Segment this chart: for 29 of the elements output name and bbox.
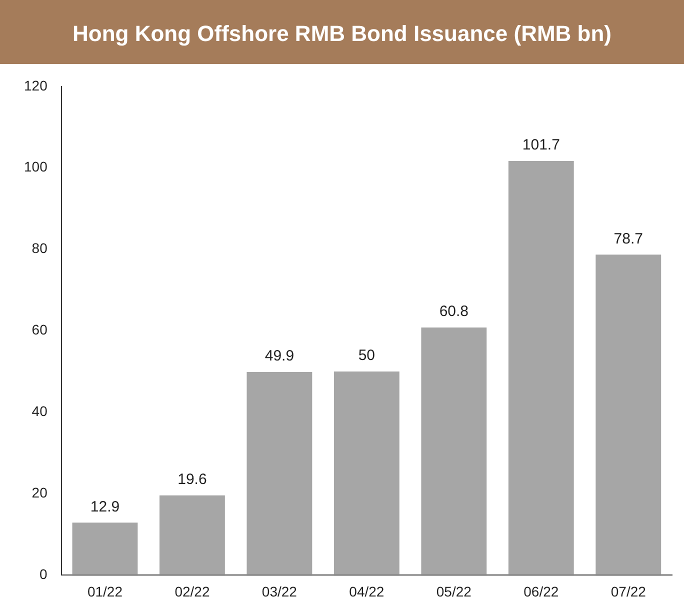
x-tick-label: 07/22 (610, 583, 646, 600)
bar (72, 522, 138, 575)
x-tick-label: 03/22 (262, 583, 298, 600)
data-label: 19.6 (178, 471, 207, 488)
data-label: 101.7 (522, 136, 560, 154)
bar (334, 372, 400, 575)
x-tick-label: 04/22 (349, 583, 384, 600)
bar (159, 495, 225, 575)
bar (421, 328, 487, 575)
y-tick-label: 80 (32, 240, 48, 256)
x-tick-label: 06/22 (524, 583, 559, 600)
x-tick-label: 01/22 (87, 583, 123, 600)
y-tick-label: 0 (40, 566, 48, 582)
x-tick-label: 05/22 (436, 583, 472, 600)
chart-title: Hong Kong Offshore RMB Bond Issuance (RMB bn) (0, 0, 684, 64)
x-tick-label: 02/22 (174, 583, 210, 600)
data-label: 49.9 (264, 348, 294, 365)
y-tick-label: 40 (32, 403, 48, 420)
bar (508, 160, 574, 575)
data-label: 60.8 (439, 303, 469, 320)
data-label: 50 (358, 347, 376, 364)
y-tick-label: 20 (32, 484, 48, 501)
data-label: 78.7 (614, 230, 643, 248)
y-tick-label: 100 (24, 158, 48, 175)
y-tick-label: 60 (32, 322, 48, 338)
bar (246, 372, 312, 575)
bar (596, 254, 662, 575)
y-tick-label: 120 (24, 77, 48, 94)
data-label: 12.9 (90, 498, 120, 516)
